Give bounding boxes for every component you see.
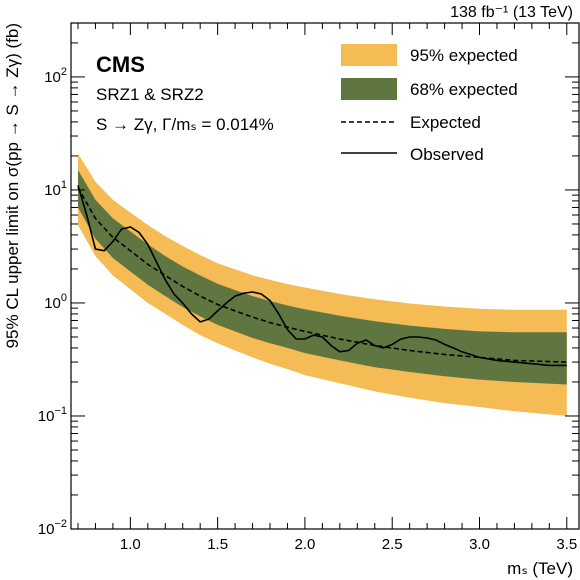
legend-swatch-95 xyxy=(341,44,397,66)
category-label: SRZ1 & SRZ2 xyxy=(96,85,204,104)
legend-label-95: 95% expected xyxy=(410,46,518,65)
y-axis-label: 95% CL upper limit on σ(pp → S → Zγ) (fb… xyxy=(3,23,22,348)
plot-area xyxy=(77,153,567,416)
x-tick-label: 2.0 xyxy=(294,536,315,553)
cms-logo-text: CMS xyxy=(96,52,145,77)
legend-label-expected: Expected xyxy=(410,113,481,132)
legend-swatch-68 xyxy=(341,78,397,100)
x-tick-label: 1.5 xyxy=(207,536,228,553)
observed-line xyxy=(77,185,567,367)
legend: 95% expected 68% expected Expected Obser… xyxy=(341,44,518,164)
y-axis-tick-labels: 10−2 10−1 100 101 102 xyxy=(38,66,67,538)
y-tick-label: 100 xyxy=(44,292,67,312)
y-tick-label: 101 xyxy=(44,179,67,199)
expected-line xyxy=(77,187,567,363)
y-axis-ticks xyxy=(71,22,579,530)
x-tick-label: 3.5 xyxy=(556,536,577,553)
band-68-expected xyxy=(78,170,567,385)
process-label: S → Zγ, Γ/mₛ = 0.014% xyxy=(96,115,274,134)
luminosity-label: 138 fb⁻¹ (13 TeV) xyxy=(450,4,573,21)
plot-frame xyxy=(70,22,580,530)
legend-label-68: 68% expected xyxy=(410,80,518,99)
x-axis-label: mₛ (TeV) xyxy=(507,559,573,578)
y-tick-label: 102 xyxy=(44,66,67,86)
x-tick-label: 3.0 xyxy=(469,536,490,553)
x-tick-label: 1.0 xyxy=(120,536,141,553)
y-tick-label: 10−2 xyxy=(38,518,67,538)
legend-label-observed: Observed xyxy=(410,145,484,164)
y-tick-label: 10−1 xyxy=(38,405,67,425)
x-axis-tick-labels: 1.0 1.5 2.0 2.5 3.0 3.5 xyxy=(120,536,577,553)
x-axis-ticks xyxy=(77,23,568,529)
x-tick-label: 2.5 xyxy=(382,536,403,553)
